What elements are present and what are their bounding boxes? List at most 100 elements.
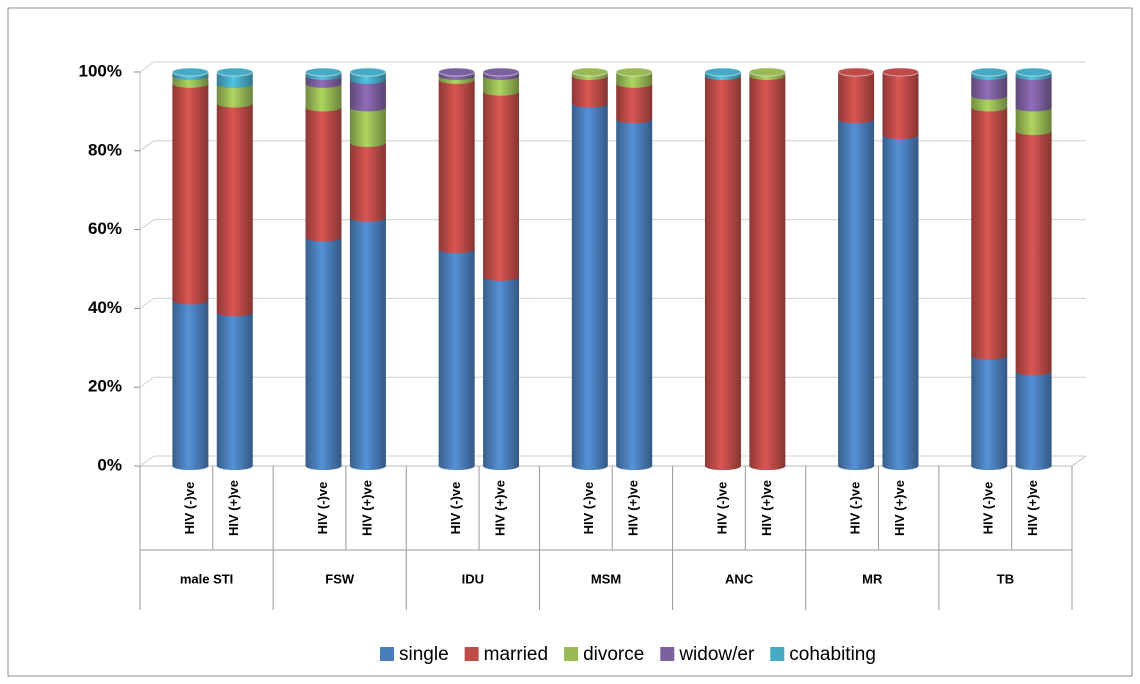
x-tick-label: HIV (-)ve [448,482,463,535]
legend-label: married [484,644,548,665]
bar-segment-base [349,75,386,84]
bar-segment [172,300,209,466]
bar-cap [571,67,609,77]
x-tick-label: HIV (+)ve [359,480,374,536]
bar-segment-base [971,103,1008,112]
bar-segment-base [305,79,342,88]
group-label: IDU [462,571,484,586]
bar-segment [838,119,875,466]
bar-segment [571,103,608,467]
bar-segment-base [172,296,209,305]
legend-swatch [380,647,394,661]
bar-segment-base [616,79,653,88]
bar-segment [971,107,1008,356]
bar-cap [881,67,919,77]
bar-segment [971,355,1008,466]
x-tick-label: HIV (+)ve [492,480,507,536]
x-tick-label: HIV (+)ve [759,480,774,536]
grid-line [139,61,155,73]
group-label: TB [997,571,1014,586]
group-label: MR [862,571,883,586]
bar-segment-base [571,462,608,470]
y-tick-label: 60% [88,219,122,238]
bar-cap [748,67,786,77]
bar-cap [615,67,653,77]
bar-segment-base [349,213,386,222]
bar-segment-base [1015,462,1052,470]
bar-segment [216,72,253,84]
bar-segment-base [349,462,386,470]
bar-segment-base [971,91,1008,100]
bar-cap [216,67,254,77]
group-label: MSM [591,571,621,586]
bar-cap [349,67,387,77]
bar-segment [971,75,1008,96]
x-tick-label: HIV (+)ve [226,480,241,536]
legend-swatch [464,647,479,661]
bar-cap [704,67,742,77]
bar-segment-base [216,79,253,88]
bar-segment-base [971,351,1008,360]
bar-segment-base [838,462,875,470]
bar-cap [970,67,1008,77]
bar-segment-base [483,87,520,96]
bar-segment-base [571,99,608,108]
bar-cap [171,67,209,77]
bar-segment-base [1015,103,1052,112]
bar-segment-base [704,462,741,470]
bar-segment [349,142,386,218]
bar-segment [349,107,386,143]
y-tick-label: 20% [88,377,122,396]
bar-segment [616,72,653,84]
bar-segment-base [483,272,520,281]
legend-label: divorce [583,644,644,665]
bar-segment [216,103,253,313]
bar-segment-base [838,115,875,124]
x-tick-label: HIV (-)ve [182,482,197,535]
bar-segment [1015,131,1052,372]
bar-cap [837,67,875,77]
bar-segment [305,107,342,238]
x-tick-label: HIV (+)ve [1025,480,1040,536]
legend-label: single [399,644,449,665]
x-tick-label: HIV (+)ve [892,480,907,536]
bar-segment-base [305,233,342,242]
x-tick-label: HIV (+)ve [626,480,641,536]
bar-segment-base [438,462,475,470]
bar-segment [571,75,608,104]
bar-cap [482,67,520,77]
bar-segment [216,312,253,466]
bar-segment [1015,75,1052,108]
bar-segment-base [749,462,786,470]
bar-segment [1015,107,1052,132]
bar-segment-base [882,462,919,470]
bar-segment-base [305,462,342,470]
x-tick-label: HIV (-)ve [315,482,330,535]
bar-segment [483,91,520,277]
x-tick-label: HIV (-)ve [848,482,863,535]
bar-cap [1015,67,1053,77]
legend-label: widow/er [678,644,755,665]
bar-segment [704,75,741,466]
grid-line [139,219,155,231]
bar-segment [216,83,253,104]
bar-cap [305,67,343,77]
bar-segment-base [882,131,919,140]
bar-segment-base [349,103,386,112]
x-tick-label: HIV (-)ve [714,482,729,535]
grid-line [139,297,155,309]
bar-segment [616,119,653,466]
legend-swatch [564,647,579,661]
bar-segment [438,249,475,466]
bar-segment-base [616,462,653,470]
bar-segment [349,79,386,108]
bar-segment-base [216,462,253,470]
floor-line [1071,455,1087,467]
legend-swatch [660,647,675,661]
bar-segment [882,135,919,467]
y-tick-label: 80% [88,140,122,159]
bar-segment-base [216,308,253,317]
y-tick-label: 40% [88,298,122,317]
bar-segment [616,83,653,120]
